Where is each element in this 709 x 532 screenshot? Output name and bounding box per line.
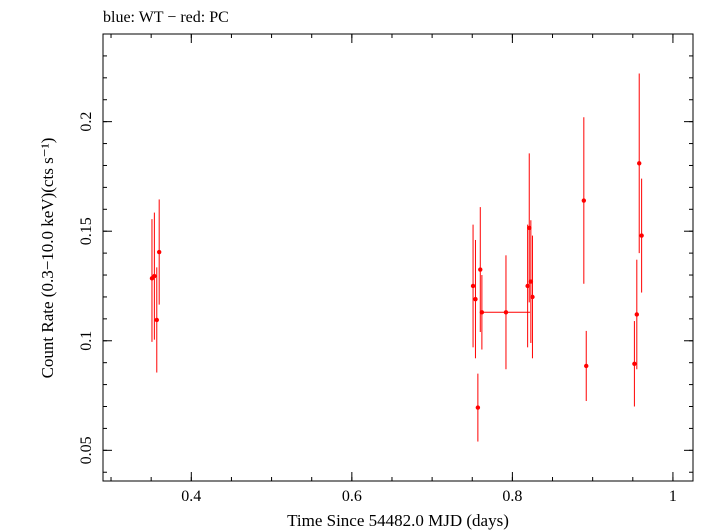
x-tick-label: 0.8 [502, 488, 522, 505]
x-axis-label: Time Since 54482.0 MJD (days) [287, 511, 509, 530]
data-point [481, 255, 531, 370]
data-point [528, 220, 534, 343]
data-series [149, 73, 644, 442]
data-point [156, 199, 162, 305]
data-point [527, 153, 532, 303]
data-point [584, 330, 589, 402]
y-tick-label: 0.1 [78, 331, 95, 351]
point-marker [639, 233, 644, 238]
data-point [152, 212, 157, 340]
data-point [581, 117, 587, 284]
x-tick-label: 1 [669, 488, 677, 505]
data-point [149, 219, 155, 342]
point-marker [584, 363, 589, 369]
y-tick-label: 0.15 [78, 217, 95, 245]
point-marker [470, 283, 476, 289]
data-point [525, 224, 530, 348]
data-point [530, 235, 535, 359]
y-axis: 0.05 0.1 0.15 0.2 [78, 33, 693, 473]
point-marker [530, 294, 535, 300]
data-point [154, 267, 159, 373]
data-point [475, 373, 481, 442]
point-marker [528, 279, 534, 284]
x-tick-label: 0.6 [342, 488, 362, 505]
x-axis: 0.4 0.6 0.8 1 [110, 34, 677, 505]
point-marker [473, 296, 478, 302]
y-axis-label: Count Rate (0.3−10.0 keV)(cts s⁻¹) [38, 138, 57, 379]
data-point [639, 178, 644, 293]
point-marker [154, 317, 159, 323]
data-point [637, 73, 642, 254]
point-marker [479, 310, 485, 315]
point-marker [503, 310, 509, 315]
point-marker [525, 283, 530, 289]
point-marker [478, 267, 483, 272]
point-marker [634, 312, 640, 317]
point-marker [152, 273, 157, 279]
data-point [470, 224, 476, 348]
point-marker [475, 405, 481, 410]
data-point [634, 259, 640, 370]
data-point [632, 321, 637, 407]
x-tick-label: 0.4 [181, 488, 201, 505]
point-marker [156, 249, 162, 255]
chart-title: blue: WT − red: PC [103, 9, 229, 26]
point-marker [632, 361, 637, 366]
plot-frame [102, 33, 694, 482]
point-marker [637, 161, 642, 166]
point-marker [527, 225, 532, 231]
data-point [473, 239, 478, 359]
point-marker [581, 198, 587, 203]
y-tick-label: 0.05 [78, 436, 95, 464]
y-tick-label: 0.2 [78, 112, 95, 132]
